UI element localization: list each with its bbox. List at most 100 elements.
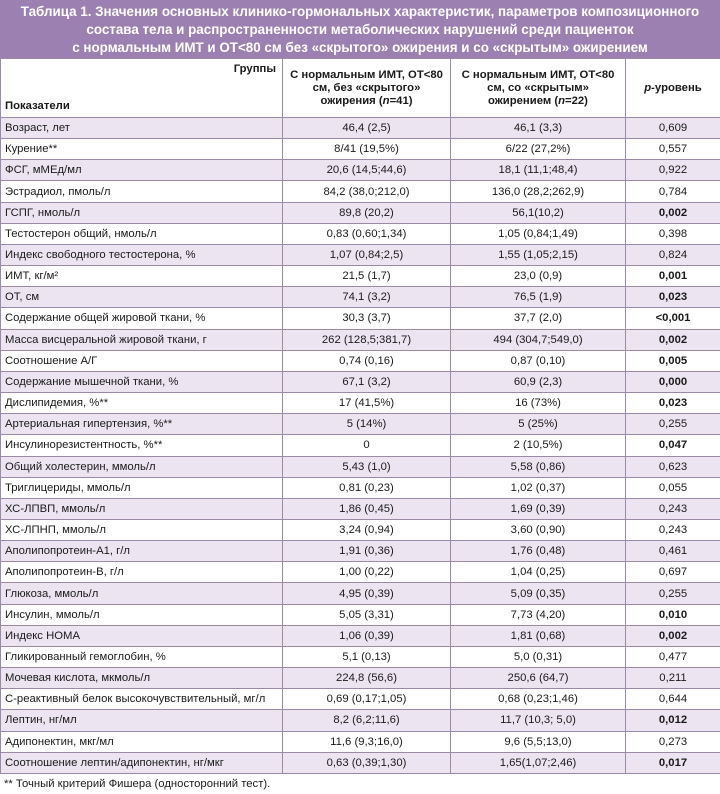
row-label: Инсулин, ммоль/л [1,604,283,625]
cell-value: 11,6 (9,3;16,0) [283,731,451,752]
cell-value: 18,1 (11,1;48,4) [451,160,626,181]
cell-value: 46,1 (3,3) [451,118,626,139]
cell-value: 37,7 (2,0) [451,308,626,329]
cell-value: 1,04 (0,25) [451,562,626,583]
column-header: С нормальным ИМТ, ОТ<80 см, со «скрытым»… [451,59,626,118]
cell-value: 494 (304,7;549,0) [451,329,626,350]
cell-value: 5,09 (0,35) [451,583,626,604]
cell-value: 5,43 (1,0) [283,456,451,477]
cell-value: 0,005 [626,350,720,371]
cell-value: 0,243 [626,498,720,519]
row-label: Аполипопротеин-В, г/л [1,562,283,583]
cell-value: 5,58 (0,86) [451,456,626,477]
cell-value: 0,017 [626,752,720,773]
cell-value: 1,00 (0,22) [283,562,451,583]
header-text: n [383,95,390,107]
cell-value: 0,477 [626,646,720,667]
cell-value: 0,87 (0,10) [451,350,626,371]
header-text: С нормальным ИМТ, ОТ<80 см, без «скрытог… [290,69,443,107]
column-header: С нормальным ИМТ, ОТ<80 см, без «скрытог… [283,59,451,118]
title-line: состава тела и распространенности метабо… [0,21,720,39]
row-label: ХС-ЛПВП, ммоль/л [1,498,283,519]
row-label: ИМТ, кг/м² [1,266,283,287]
cell-value: 20,6 (14,5;44,6) [283,160,451,181]
header-cell: Группы Показатели [1,59,283,118]
header-row: Группы Показатели С нормальным ИМТ, ОТ<8… [1,59,720,118]
header-text: =41) [390,95,413,107]
table-row: Содержание общей жировой ткани, %30,3 (3… [1,308,720,329]
footnote: ** Точный критерий Фишера (односторонний… [0,774,720,794]
row-label: Триглицериды, ммоль/л [1,477,283,498]
cell-value: 0,623 [626,456,720,477]
column-header: p-уровень [626,59,720,118]
row-label: Тестостерон общий, нмоль/л [1,223,283,244]
cell-value: 60,9 (2,3) [451,371,626,392]
row-label: Содержание общей жировой ткани, % [1,308,283,329]
cell-value: 224,8 (56,6) [283,668,451,689]
cell-value: 1,86 (0,45) [283,498,451,519]
cell-value: 67,1 (3,2) [283,371,451,392]
cell-value: 0,81 (0,23) [283,477,451,498]
table-row: Артериальная гипертензия, %**5 (14%)5 (2… [1,414,720,435]
cell-value: 1,69 (0,39) [451,498,626,519]
table-row: Содержание мышечной ткани, %67,1 (3,2)60… [1,371,720,392]
cell-value: 0,609 [626,118,720,139]
cell-value: 7,73 (4,20) [451,604,626,625]
row-label: ОТ, см [1,287,283,308]
data-table: Группы Показатели С нормальным ИМТ, ОТ<8… [0,58,720,774]
cell-value: 1,65(1,07;2,46) [451,752,626,773]
cell-value: 3,24 (0,94) [283,519,451,540]
cell-value: 21,5 (1,7) [283,266,451,287]
cell-value: 76,5 (1,9) [451,287,626,308]
cell-value: 74,1 (3,2) [283,287,451,308]
cell-value: 1,81 (0,68) [451,625,626,646]
header-text: -уровень [651,82,702,94]
cell-value: 0,824 [626,244,720,265]
cell-value: 0,002 [626,202,720,223]
cell-value: 0,001 [626,266,720,287]
table-row: Индекс свободного тестостерона, %1,07 (0… [1,244,720,265]
row-label: ФСГ, мМЕд/мл [1,160,283,181]
cell-value: 17 (41,5%) [283,393,451,414]
row-label: Гликированный гемоглобин, % [1,646,283,667]
cell-value: 5 (25%) [451,414,626,435]
cell-value: 0,83 (0,60;1,34) [283,223,451,244]
cell-value: 0,697 [626,562,720,583]
cell-value: 0,047 [626,435,720,456]
cell-value: 0,002 [626,329,720,350]
cell-value: 16 (73%) [451,393,626,414]
cell-value: 1,05 (0,84;1,49) [451,223,626,244]
cell-value: 6/22 (27,2%) [451,139,626,160]
cell-value: 0,68 (0,23;1,46) [451,689,626,710]
cell-value: 8/41 (19,5%) [283,139,451,160]
row-label: Масса висцеральной жировой ткани, г [1,329,283,350]
cell-value: 2 (10,5%) [451,435,626,456]
row-label: Возраст, лет [1,118,283,139]
cell-value: 0,010 [626,604,720,625]
cell-value: 0,002 [626,625,720,646]
cell-value: 0,055 [626,477,720,498]
cell-value: 1,02 (0,37) [451,477,626,498]
table-row: Гликированный гемоглобин, %5,1 (0,13)5,0… [1,646,720,667]
cell-value: 23,0 (0,9) [451,266,626,287]
cell-value: 3,60 (0,90) [451,519,626,540]
cell-value: 5 (14%) [283,414,451,435]
header-text: С нормальным ИМТ, ОТ<80 см, со «скрытым»… [462,69,615,107]
table-row: Дислипидемия, %**17 (41,5%)16 (73%)0,023 [1,393,720,414]
row-label: Соотношение лептин/адипонектин, нг/мкг [1,752,283,773]
